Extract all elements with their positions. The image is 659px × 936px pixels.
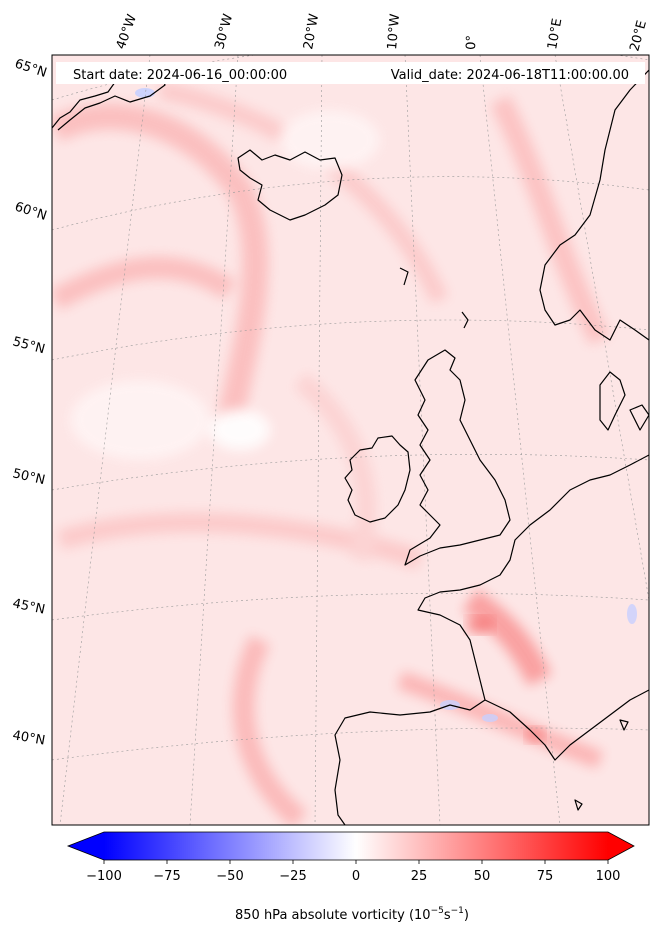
lon-label: 10°E bbox=[545, 17, 565, 50]
lat-label: 55°N bbox=[11, 334, 47, 357]
islands bbox=[574, 719, 629, 811]
longitude-labels: 40°W 30°W 20°W 10°W 0° 10°E 20°E bbox=[114, 12, 650, 53]
colorbar-tick-label: 100 bbox=[596, 869, 621, 884]
colorbar-tick-label: −100 bbox=[86, 869, 122, 884]
map-frame bbox=[51, 54, 650, 826]
colorbar-min-extend bbox=[68, 832, 104, 860]
colorbar-tick-label: −25 bbox=[279, 869, 306, 884]
ireland-coast bbox=[344, 435, 411, 523]
lat-label: 60°N bbox=[13, 200, 49, 224]
shetland-orkney bbox=[399, 267, 469, 329]
lon-label: 40°W bbox=[114, 12, 140, 51]
denmark-coast bbox=[599, 371, 649, 431]
mediterranean-coast bbox=[484, 689, 649, 761]
valid-date-label: Valid_date: 2024-06-18T11:00:00.00 bbox=[391, 68, 629, 83]
colorbar-tick-label: 25 bbox=[411, 869, 428, 884]
lon-label: 10°W bbox=[385, 13, 403, 50]
start-date-label: Start date: 2024-06-16_00:00:00 bbox=[73, 68, 287, 83]
colorbar-max-extend bbox=[608, 832, 634, 860]
scandinavia-coast bbox=[539, 69, 649, 341]
colorbar: −100 −75 −50 −25 0 25 50 75 100 850 hPa absolute… bbox=[66, 831, 635, 923]
great-britain-coast bbox=[404, 349, 511, 566]
latitude-labels: 65°N 60°N 55°N 50°N 45°N 40°N bbox=[11, 57, 49, 749]
header-band bbox=[56, 62, 645, 84]
colorbar-tick-label: 0 bbox=[352, 869, 360, 884]
iceland-coast bbox=[237, 149, 343, 221]
lon-label: 20°E bbox=[627, 19, 650, 53]
lat-label: 40°N bbox=[11, 728, 46, 748]
colorbar-ticks: −100 −75 −50 −25 0 25 50 75 100 bbox=[86, 860, 620, 884]
lon-label: 30°W bbox=[212, 12, 236, 51]
colorbar-gradient bbox=[104, 832, 608, 860]
colorbar-label: 850 hPa absolute vorticity (10−5s−1) bbox=[235, 906, 469, 923]
continental-coast bbox=[334, 454, 649, 825]
colorbar-tick-label: −75 bbox=[153, 869, 180, 884]
colorbar-tick-label: 50 bbox=[474, 869, 491, 884]
lat-label: 65°N bbox=[13, 57, 49, 81]
colorbar-tick-label: 75 bbox=[537, 869, 554, 884]
vorticity-field bbox=[52, 81, 637, 825]
lon-label: 0° bbox=[464, 35, 480, 50]
map-panel: Start date: 2024-06-16_00:00:00 Valid_da… bbox=[51, 54, 650, 826]
lat-label: 50°N bbox=[11, 466, 46, 488]
lat-label: 45°N bbox=[11, 596, 46, 617]
lon-label: 20°W bbox=[301, 13, 322, 51]
colorbar-tick-label: −50 bbox=[216, 869, 243, 884]
